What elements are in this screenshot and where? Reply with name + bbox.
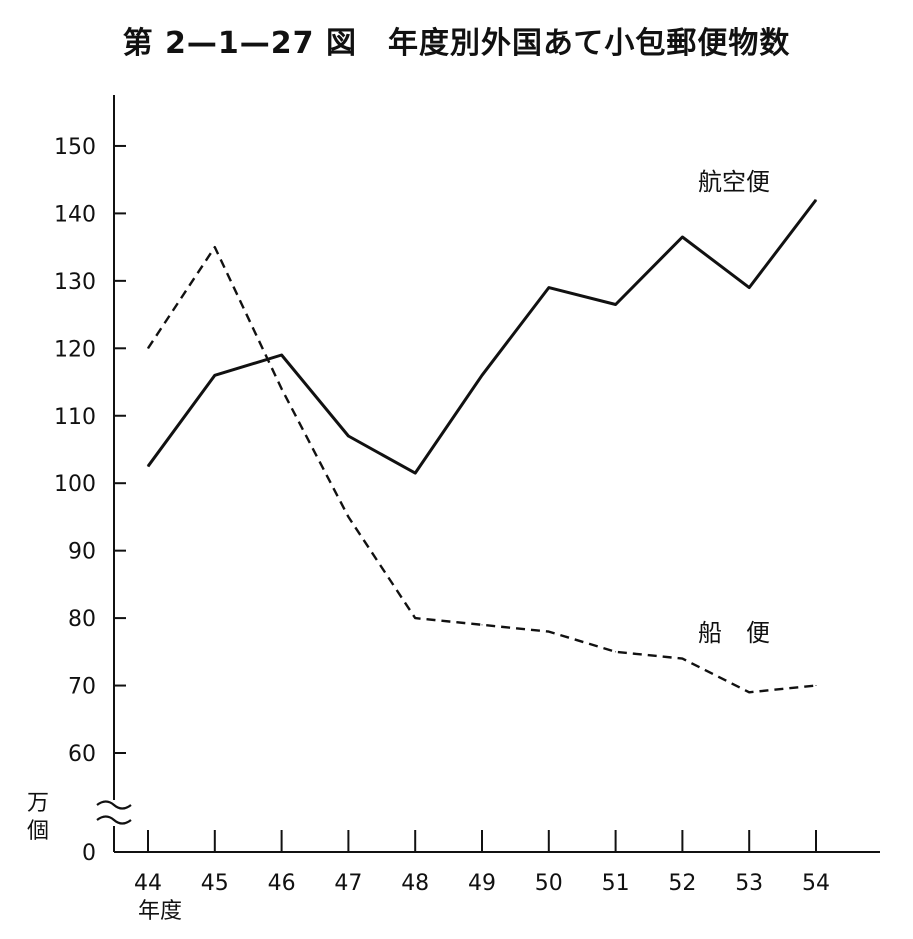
data-point-air xyxy=(347,435,349,437)
x-tick-label: 51 xyxy=(602,871,630,896)
data-point-air xyxy=(214,374,216,376)
series-line-air xyxy=(146,198,818,475)
data-point-ship xyxy=(414,617,416,619)
series-label-air: 航空便 xyxy=(698,168,770,196)
series-lines xyxy=(146,198,818,694)
data-point-ship xyxy=(281,388,283,390)
data-point-ship xyxy=(615,651,617,653)
data-point-air xyxy=(481,374,483,376)
y-tick-label: 100 xyxy=(54,472,96,497)
data-point-air xyxy=(147,465,149,467)
x-ticks: 44 45 46 47 48 49 50 51 52 53 54 xyxy=(134,830,830,896)
y-tick-label: 150 xyxy=(54,135,96,160)
data-point-ship xyxy=(214,246,216,248)
x-tick-label: 45 xyxy=(201,871,229,896)
data-point-air xyxy=(681,236,683,238)
y-tick-label: 140 xyxy=(54,202,96,227)
y-tick-label: 120 xyxy=(54,337,96,362)
x-tick-label: 49 xyxy=(468,871,496,896)
data-point-ship xyxy=(681,658,683,660)
x-tick-label: 50 xyxy=(535,871,563,896)
y-axis-label: 万 xyxy=(27,791,49,816)
x-tick-label: 44 xyxy=(134,871,162,896)
series-label-ship: 船 便 xyxy=(698,619,770,647)
data-point-ship xyxy=(347,516,349,518)
data-point-air xyxy=(548,287,550,289)
data-point-ship xyxy=(481,624,483,626)
x-tick-label: 52 xyxy=(668,871,696,896)
data-point-ship xyxy=(548,631,550,633)
y-tick-label: 90 xyxy=(68,540,96,565)
data-point-ship xyxy=(748,691,750,693)
data-point-ship xyxy=(815,685,817,687)
axis-break-mark xyxy=(96,815,132,825)
y-tick-label: 70 xyxy=(68,675,96,700)
y-tick-label: 130 xyxy=(54,270,96,295)
y-tick-label: 110 xyxy=(54,405,96,430)
x-tick-label: 47 xyxy=(334,871,362,896)
axes xyxy=(96,95,880,853)
data-point-ship xyxy=(147,347,149,349)
x-tick-label: 54 xyxy=(802,871,830,896)
y-ticks: 0 60 70 80 90 100 110 120 130 140 150 xyxy=(54,135,126,866)
x-tick-label: 46 xyxy=(268,871,296,896)
y-tick-label: 60 xyxy=(68,742,96,767)
x-axis-label: 年度 xyxy=(138,899,182,924)
series-line-ship xyxy=(146,245,817,694)
x-tick-label: 48 xyxy=(401,871,429,896)
y-axis-label: 個 xyxy=(27,819,49,844)
axis-break-mark xyxy=(96,800,132,810)
data-point-air xyxy=(281,354,283,356)
data-point-air xyxy=(815,199,817,201)
y-tick-label: 80 xyxy=(68,607,96,632)
data-point-air xyxy=(748,287,750,289)
y-tick-label: 0 xyxy=(82,841,96,866)
data-point-air xyxy=(615,303,617,305)
x-tick-label: 53 xyxy=(735,871,763,896)
data-point-air xyxy=(414,472,416,474)
chart-title: 第 2—1—27 図 年度別外国あて小包郵便物数 xyxy=(122,26,791,61)
